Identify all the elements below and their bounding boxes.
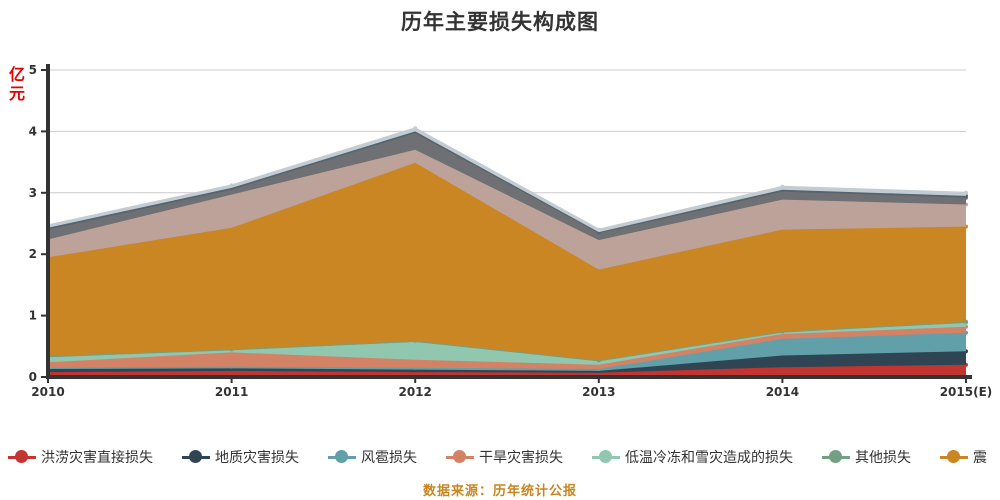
legend-item-label: 干旱灾害损失: [479, 450, 563, 466]
symbol-series-11: [596, 227, 601, 232]
area-series-8: [48, 149, 966, 270]
area-series-9: [48, 133, 966, 241]
data-source-caption: 数据来源：历年统计公报: [422, 484, 577, 499]
area-series-5: [48, 323, 966, 365]
svg-text:2010: 2010: [31, 385, 64, 399]
legend-item-label: 震: [973, 450, 987, 466]
legend-item-2[interactable]: 地质灾害损失: [182, 447, 299, 467]
series-areas: [46, 126, 968, 377]
legend-item-1[interactable]: 洪涝灾害直接损失: [8, 447, 153, 467]
legend-item-label: 其他损失: [855, 450, 911, 466]
symbol-series-11: [964, 190, 968, 195]
stacked-area-plot: 0 1 2 3 4 5 2010 2011 2012 2013 2014 2015(E): [29, 63, 993, 399]
svg-text:1: 1: [29, 309, 37, 323]
chart-title: 历年主要损失构成图: [401, 10, 599, 34]
svg-text:2: 2: [29, 247, 37, 261]
legend-item-5[interactable]: 低温冷冻和雪灾造成的损失: [592, 447, 793, 467]
y-axis-unit-label: 亿元: [6, 66, 25, 104]
area-series-4: [48, 326, 966, 369]
legend-line-dot-marker: [592, 450, 620, 464]
area-series-1: [48, 364, 966, 377]
svg-text:5: 5: [29, 63, 37, 77]
legend-line-dot-marker: [8, 450, 36, 464]
y-tick-labels: 0 1 2 3 4 5: [29, 63, 48, 384]
line-series-11: [47, 127, 967, 231]
svg-text:2014: 2014: [766, 385, 799, 399]
svg-text:2013: 2013: [582, 385, 615, 399]
svg-text:4: 4: [29, 124, 37, 138]
legend-item-label: 低温冷冻和雪灾造成的损失: [625, 450, 793, 466]
svg-text:2011: 2011: [215, 385, 248, 399]
line-series-1: [47, 363, 967, 374]
area-series-11: [48, 128, 966, 233]
legend: 洪涝灾害直接损失 地质灾害损失 风雹损失 干旱灾害损失 低温冷冻和雪灾造成的损失…: [0, 444, 1000, 470]
legend-item-3[interactable]: 风雹损失: [328, 447, 417, 467]
legend-line-dot-marker: [822, 450, 850, 464]
line-series-8: [47, 148, 967, 242]
legend-line-dot-marker: [940, 450, 968, 464]
svg-text:3: 3: [29, 186, 37, 200]
legend-item-label: 风雹损失: [361, 450, 417, 466]
svg-text:0: 0: [29, 370, 37, 384]
symbol-series-11: [780, 184, 785, 189]
legend-item-7[interactable]: 震: [940, 447, 987, 467]
legend-line-dot-marker: [182, 450, 210, 464]
legend-item-label: 洪涝灾害直接损失: [41, 450, 153, 466]
svg-text:2012: 2012: [398, 385, 431, 399]
legend-line-dot-marker: [446, 450, 474, 464]
legend-item-label: 地质灾害损失: [215, 450, 299, 466]
symbol-series-11: [413, 126, 418, 131]
symbol-series-11: [229, 183, 234, 188]
area-series-2: [48, 351, 966, 373]
legend-item-4[interactable]: 干旱灾害损失: [446, 447, 563, 467]
legend-line-dot-marker: [328, 450, 356, 464]
svg-text:2015(E): 2015(E): [940, 385, 993, 399]
legend-item-6[interactable]: 其他损失: [822, 447, 911, 467]
x-tick-labels: 2010 2011 2012 2013 2014 2015(E): [31, 377, 992, 399]
